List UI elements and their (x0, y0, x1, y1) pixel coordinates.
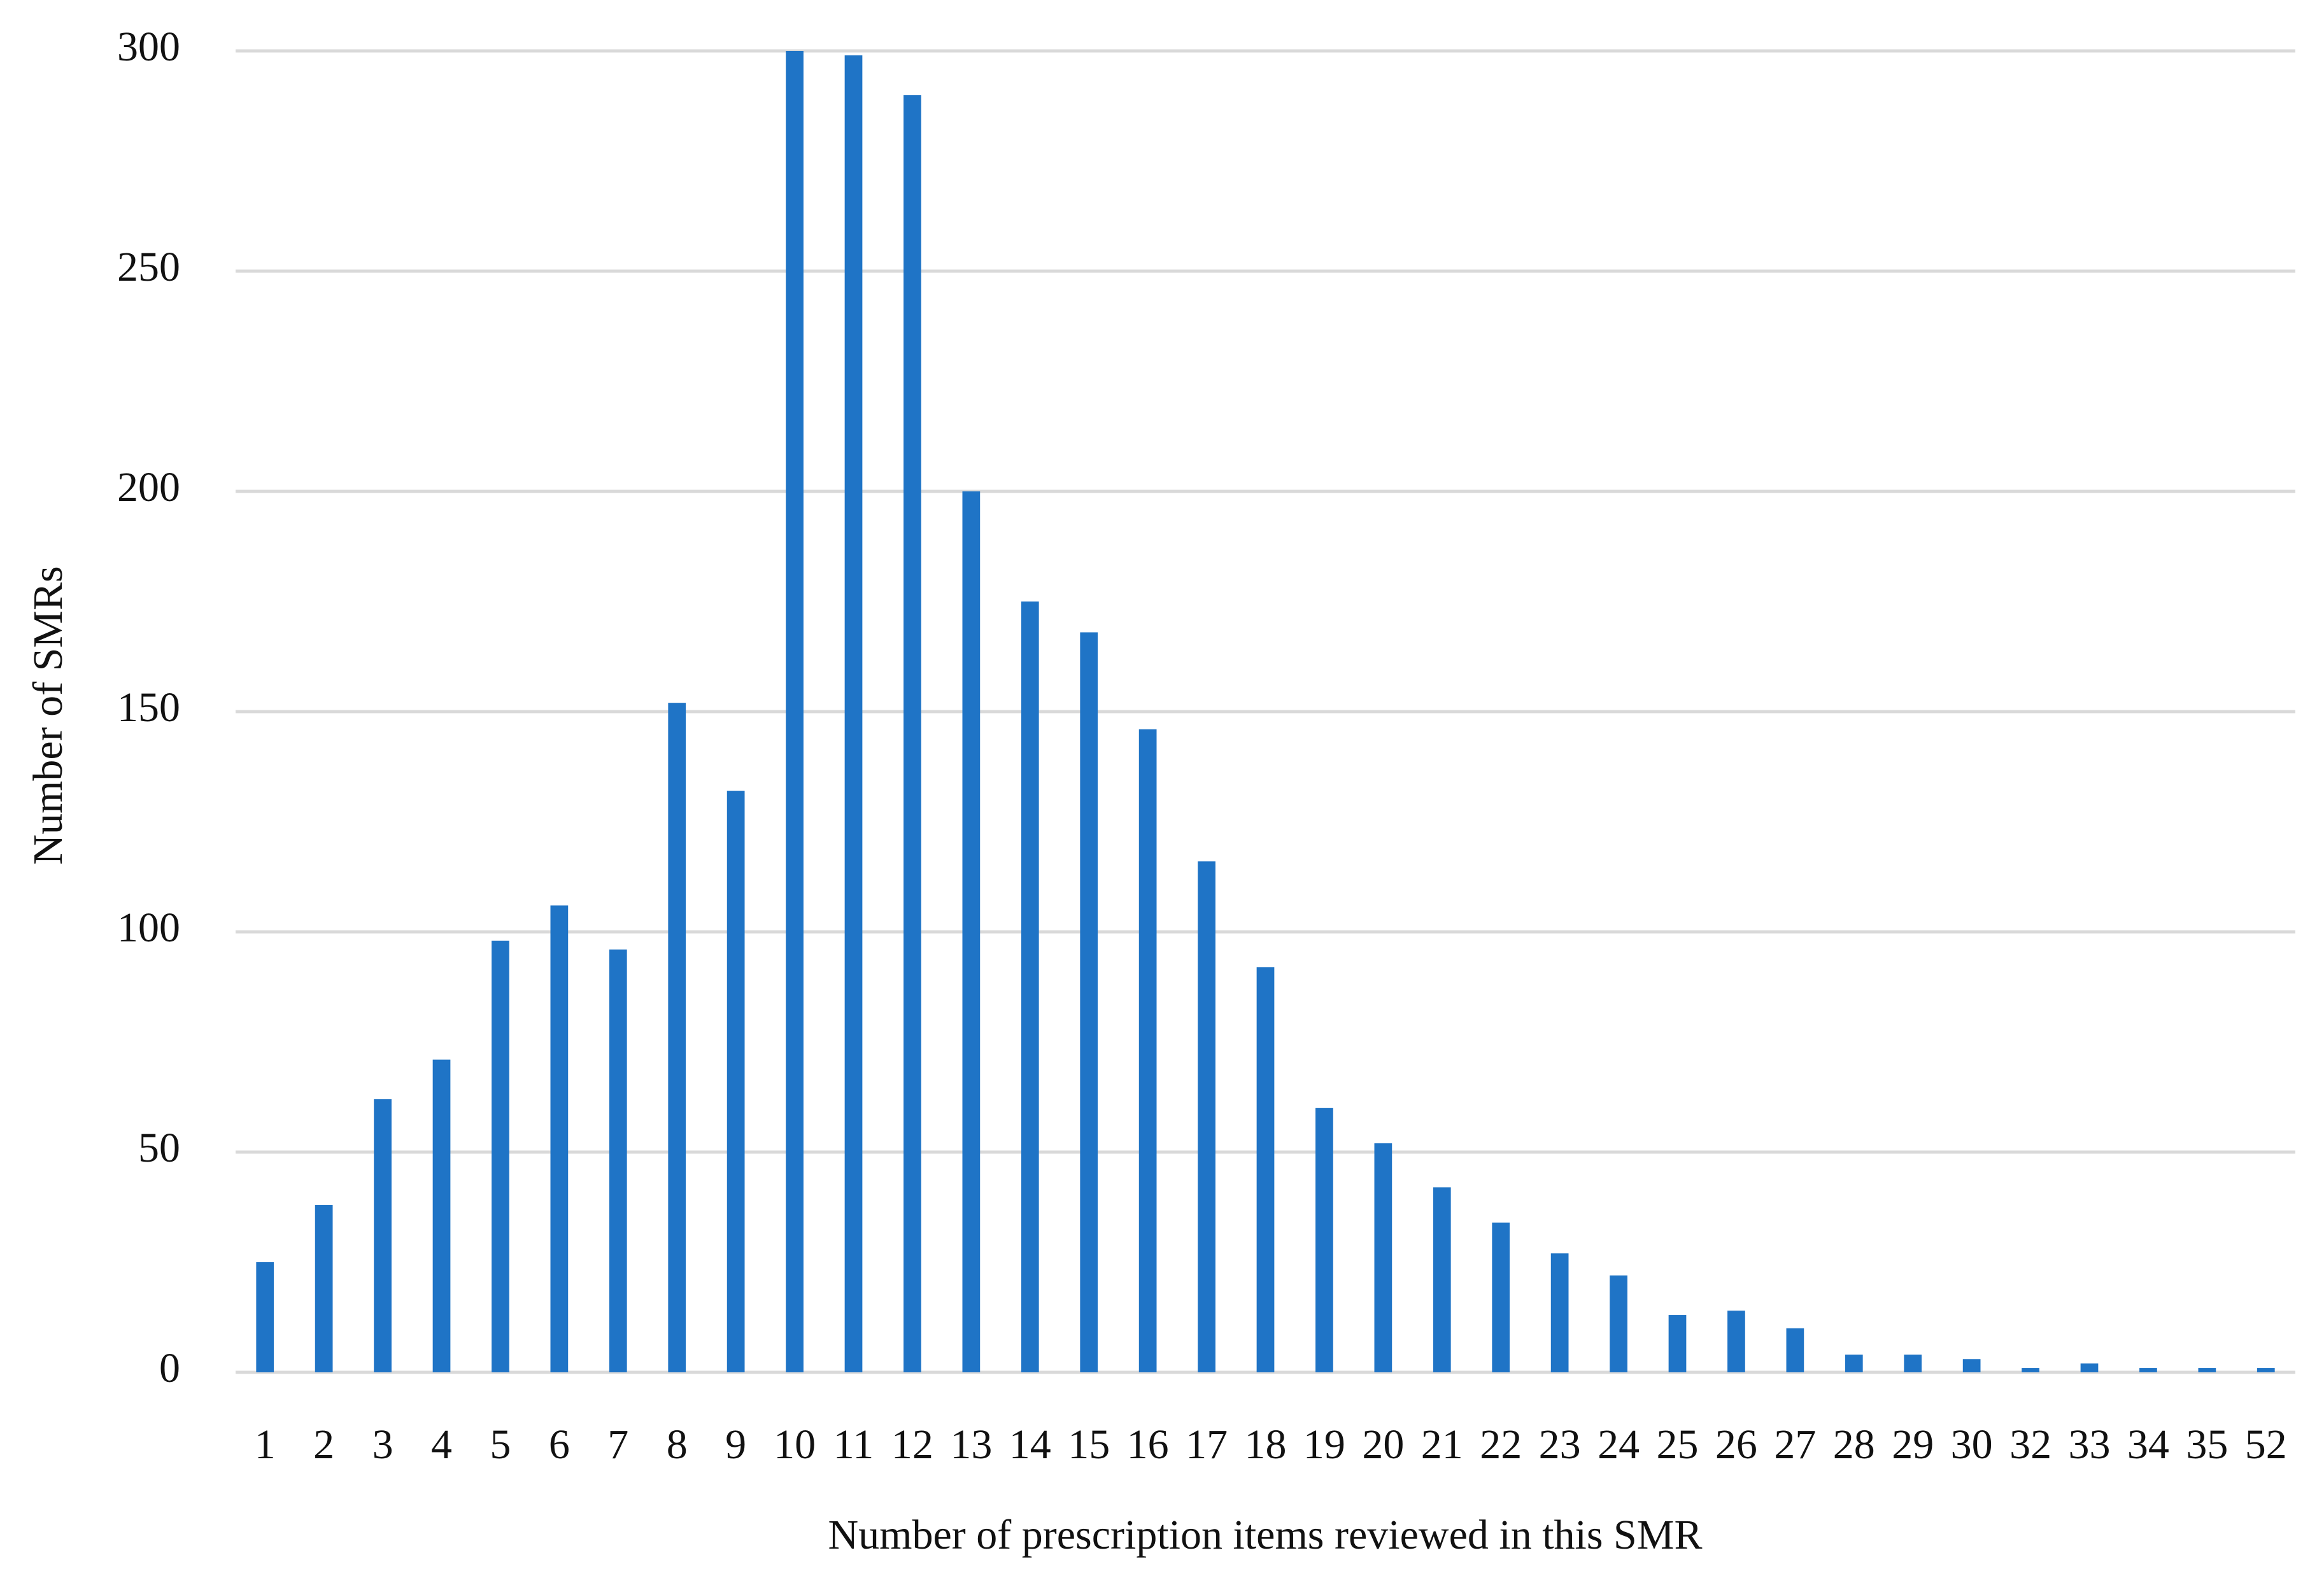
bar (1433, 1187, 1451, 1372)
x-tick-label: 33 (2069, 1421, 2111, 1468)
x-tick-label: 2 (313, 1421, 334, 1468)
bar (1962, 1359, 1981, 1372)
x-tick-label: 27 (1774, 1421, 1816, 1468)
x-tick-label: 28 (1833, 1421, 1875, 1468)
x-tick-label: 16 (1127, 1421, 1169, 1468)
bar (1786, 1328, 1804, 1372)
x-tick-label: 17 (1186, 1421, 1228, 1468)
bar (550, 905, 569, 1372)
x-tick-label: 26 (1715, 1421, 1757, 1468)
x-tick-label: 21 (1421, 1421, 1463, 1468)
x-axis-title: Number of prescription items reviewed in… (828, 1512, 1703, 1558)
bar (1668, 1315, 1687, 1372)
bar (903, 95, 921, 1373)
bar (668, 703, 686, 1372)
bar (962, 491, 981, 1372)
bar (2139, 1368, 2157, 1372)
x-tick-label: 18 (1245, 1421, 1287, 1468)
x-tick-label: 30 (1951, 1421, 1993, 1468)
x-tick-label: 3 (372, 1421, 393, 1468)
x-tick-label: 9 (725, 1421, 746, 1468)
x-tick-label: 10 (774, 1421, 816, 1468)
x-tick-label: 14 (1009, 1421, 1051, 1468)
x-tick-label: 7 (607, 1421, 628, 1468)
bar (1315, 1108, 1333, 1372)
bar (844, 55, 863, 1373)
bar (1845, 1354, 1863, 1372)
x-tick-label: 11 (833, 1421, 874, 1468)
x-tick-label: 29 (1892, 1421, 1934, 1468)
x-tick-label: 20 (1362, 1421, 1404, 1468)
bar (2022, 1368, 2039, 1372)
x-tick-label: 52 (2245, 1421, 2287, 1468)
bar (374, 1099, 392, 1372)
bar (1256, 967, 1275, 1372)
y-tick-label: 0 (159, 1345, 180, 1391)
bar (1080, 632, 1098, 1373)
bar (1727, 1311, 1745, 1372)
bar (786, 51, 804, 1372)
y-axis-title: Number of SMRs (25, 566, 71, 864)
bar (2198, 1368, 2216, 1372)
bar (1610, 1275, 1627, 1372)
bar (1374, 1143, 1392, 1372)
x-tick-label: 24 (1598, 1421, 1640, 1468)
bar (1021, 602, 1039, 1372)
x-tick-label: 32 (2009, 1421, 2051, 1468)
y-tick-label: 100 (117, 904, 180, 951)
y-tick-label: 50 (138, 1125, 180, 1171)
bar (609, 949, 627, 1372)
bar (1550, 1253, 1569, 1372)
x-tick-label: 8 (667, 1421, 688, 1468)
bar (492, 940, 509, 1372)
x-tick-label: 34 (2127, 1421, 2169, 1468)
bar (256, 1262, 274, 1372)
x-tick-label: 1 (255, 1421, 276, 1468)
bar (1492, 1222, 1510, 1372)
x-tick-label: 12 (891, 1421, 933, 1468)
bar (2257, 1368, 2275, 1372)
bar (726, 791, 745, 1372)
bar (1904, 1354, 1922, 1372)
bar (1198, 861, 1215, 1372)
x-tick-label: 23 (1539, 1421, 1581, 1468)
x-tick-label: 6 (549, 1421, 570, 1468)
bar (315, 1205, 333, 1372)
y-tick-label: 250 (117, 244, 180, 290)
bar (1138, 729, 1157, 1372)
y-tick-label: 300 (117, 24, 180, 70)
x-tick-label: 13 (950, 1421, 992, 1468)
y-tick-label: 150 (117, 684, 180, 731)
y-tick-label: 200 (117, 464, 180, 510)
x-tick-label: 22 (1480, 1421, 1522, 1468)
x-tick-label: 5 (490, 1421, 511, 1468)
x-tick-label: 15 (1068, 1421, 1110, 1468)
x-tick-label: 19 (1303, 1421, 1345, 1468)
bar (432, 1059, 451, 1372)
x-tick-label: 25 (1657, 1421, 1699, 1468)
x-tick-label: 4 (431, 1421, 452, 1468)
bar (2080, 1363, 2099, 1372)
x-tick-label: 35 (2186, 1421, 2228, 1468)
